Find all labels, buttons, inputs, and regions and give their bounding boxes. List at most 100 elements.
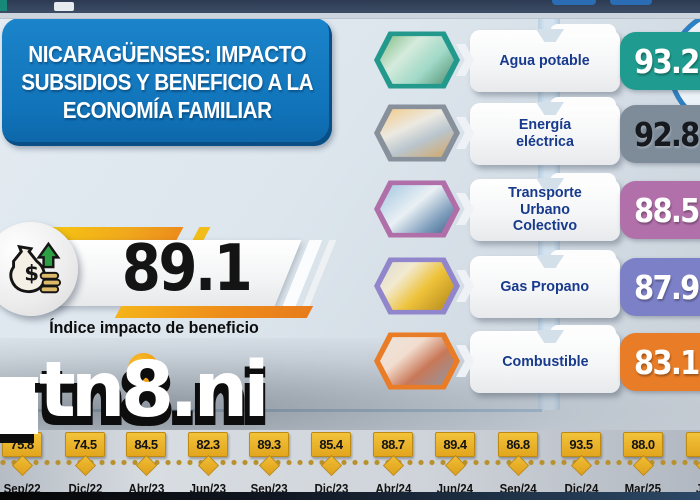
- plate-notch: [536, 330, 564, 343]
- timeline-value: 84.5: [126, 432, 166, 457]
- chevron-right-icon: [456, 44, 474, 76]
- timeline: 75.8 Sep/22 74.5 Dic/22 84.5 Abr/23 82.3…: [0, 432, 700, 496]
- timeline-diamond: [135, 454, 157, 477]
- percentage-value: 87.9%: [634, 267, 700, 307]
- index-value: 89.1: [121, 232, 253, 306]
- timeline-value: 82.3: [188, 432, 228, 457]
- watermark-block: [0, 377, 38, 434]
- timeline-point: 88.7 Abr/24: [371, 432, 415, 496]
- timeline-point: 84.5 Abr/23: [124, 432, 168, 496]
- percentage-box: 83.1%: [620, 333, 700, 391]
- bottom-navy-bar: [0, 492, 700, 500]
- percentage-box: 93.2%: [620, 32, 700, 90]
- timeline-point: 75.8 Sep/22: [0, 432, 44, 496]
- category-label-plate: Combustible: [470, 325, 620, 393]
- transporte-photo: [380, 185, 454, 233]
- energia-electrica-photo: [380, 109, 454, 157]
- banner-stripe-bottom: [114, 306, 314, 318]
- gas-propano-hexagon: [374, 257, 460, 315]
- title-box: NICARAGÜENSES: IMPACTO SUBSIDIOS Y BENEF…: [2, 18, 332, 146]
- percentage-value: 93.2%: [634, 41, 700, 81]
- timeline-diamond: [197, 454, 219, 477]
- chevron-right-icon: [456, 193, 474, 225]
- percentage-box: 92.8%: [620, 105, 700, 163]
- combustible-photo: [380, 337, 454, 385]
- page-title: NICARAGÜENSES: IMPACTO SUBSIDIOS Y BENEF…: [21, 40, 313, 124]
- timeline-diamond: [74, 454, 96, 477]
- category-label: Agua potable: [499, 51, 591, 69]
- timeline-point: 74.5 Dic/22: [63, 432, 107, 496]
- percentage-box: 88.5%: [620, 181, 700, 239]
- timeline-diamond: [695, 454, 700, 477]
- chevron-right-icon: [456, 270, 474, 302]
- timeline-value: 85.4: [311, 432, 351, 457]
- timeline-diamond: [444, 454, 466, 477]
- agua-potable-hexagon: [374, 31, 460, 89]
- chrome-substrip: [0, 13, 700, 19]
- energia-electrica-hexagon: [374, 104, 460, 162]
- chevron-right-icon: [456, 345, 474, 377]
- timeline-value: 89.3: [249, 432, 289, 457]
- watermark-logo: tn8.ni: [39, 346, 270, 435]
- timeline-value: 93.5: [561, 432, 601, 457]
- transporte-hexagon: [374, 180, 460, 238]
- plate-notch: [536, 102, 564, 115]
- timeline-diamond: [11, 454, 33, 477]
- timeline-value: 88.7: [373, 432, 413, 457]
- timeline-diamond: [570, 454, 592, 477]
- category-label-plate: Transporte Urbano Colectivo: [470, 173, 620, 241]
- percentage-value: 83.1%: [634, 342, 700, 382]
- timeline-diamond: [258, 454, 280, 477]
- index-label: Índice impacto de beneficio: [49, 318, 259, 337]
- timeline-date: Jun: [696, 482, 700, 496]
- timeline-dotted-line: [0, 459, 700, 466]
- timeline-value: 75.8: [2, 432, 42, 457]
- category-label-plate: Agua potable: [470, 24, 620, 92]
- category-row-energia-electrica: Energía eléctrica 92.8%: [372, 97, 700, 167]
- timeline-point: 93.5 Dic/24: [559, 432, 603, 496]
- percentage-value: 88.5%: [634, 190, 700, 230]
- percentage-box: 87.9%: [620, 258, 700, 316]
- plate-notch: [536, 29, 564, 42]
- timeline-value: 74.5: [65, 432, 105, 457]
- chrome-blue-segment: [610, 0, 652, 5]
- timeline-value: 86.8: [498, 432, 538, 457]
- money-bag-icon: $: [9, 241, 62, 294]
- plate-notch: [536, 255, 564, 268]
- combustible-hexagon: [374, 332, 460, 390]
- timeline-point-cutoff: 9 Jun: [684, 432, 700, 496]
- timeline-value: 88.0: [623, 432, 663, 457]
- watermark-dot: [128, 353, 159, 384]
- category-label: Combustible: [501, 352, 589, 370]
- category-label: Gas Propano: [500, 277, 590, 295]
- category-row-agua-potable: Agua potable 93.2%: [372, 24, 700, 94]
- chrome-teal-square: [0, 0, 7, 11]
- timeline-value: 9: [686, 432, 700, 457]
- category-row-gas-propano: Gas Propano 87.9%: [372, 250, 700, 320]
- category-row-transporte: Transporte Urbano Colectivo 88.5%: [372, 173, 700, 243]
- svg-text:$: $: [24, 262, 39, 287]
- timeline-diamond: [382, 454, 404, 477]
- timeline-point: 89.4 Jun/24: [433, 432, 477, 496]
- category-label-plate: Gas Propano: [470, 250, 620, 318]
- category-label: Transporte Urbano Colectivo: [508, 183, 582, 235]
- agua-potable-photo: [380, 36, 454, 84]
- timeline-point: 86.8 Sep/24: [496, 432, 540, 496]
- percentage-value: 92.8%: [634, 114, 700, 154]
- category-row-combustible: Combustible 83.1%: [372, 325, 700, 395]
- category-label-plate: Energía eléctrica: [470, 97, 620, 165]
- timeline-diamond: [507, 454, 529, 477]
- category-label: Energía eléctrica: [516, 116, 574, 150]
- chrome-blue-segment: [552, 0, 596, 5]
- timeline-diamond: [632, 454, 654, 477]
- timeline-point: 82.3 Jun/23: [186, 432, 230, 496]
- timeline-diamond: [320, 454, 342, 477]
- chrome-white-tick: [54, 2, 74, 11]
- timeline-point: 85.4 Dic/23: [309, 432, 353, 496]
- chevron-right-icon: [456, 117, 474, 149]
- top-chrome-bar: [0, 0, 700, 13]
- plate-notch: [536, 178, 564, 191]
- timeline-point: 89.3 Sep/23: [247, 432, 291, 496]
- timeline-value: 89.4: [435, 432, 475, 457]
- gas-propano-photo: [380, 262, 454, 310]
